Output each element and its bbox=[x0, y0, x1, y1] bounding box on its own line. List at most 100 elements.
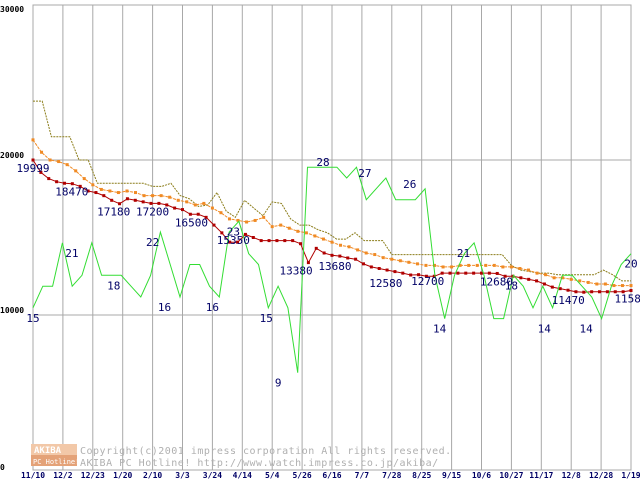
series-point-min bbox=[102, 194, 106, 198]
series-point-min bbox=[613, 290, 617, 294]
series-point-min bbox=[558, 287, 562, 291]
chart-grid bbox=[32, 4, 632, 471]
series-point-min bbox=[118, 202, 122, 206]
shop-count-label: 23 bbox=[227, 225, 240, 238]
shop-count-label: 28 bbox=[316, 156, 329, 169]
series-point-min bbox=[487, 271, 491, 275]
series-point-avg bbox=[262, 215, 266, 219]
series-point-avg bbox=[219, 211, 223, 215]
series-point-min bbox=[94, 191, 98, 195]
series-point-avg bbox=[433, 263, 437, 267]
series-point-avg bbox=[245, 220, 249, 224]
series-point-avg bbox=[390, 257, 394, 261]
series-point-min bbox=[480, 271, 483, 275]
series-point-avg bbox=[356, 248, 360, 252]
x-tick-label: 10/27 bbox=[499, 471, 523, 480]
copyright-watermark: AKIBA PC Hotline! Copyright(c)2001 impre… bbox=[31, 444, 452, 469]
y-axis: 0 10000 20000 30000 bbox=[0, 5, 24, 472]
series-point-min bbox=[354, 257, 358, 261]
min-price-label: 16500 bbox=[175, 216, 208, 229]
series-point-avg bbox=[373, 253, 377, 257]
series-point-avg bbox=[415, 262, 419, 266]
series-point-avg bbox=[134, 191, 138, 195]
series-point-min bbox=[503, 274, 507, 278]
series-point-avg bbox=[82, 177, 86, 181]
series-point-avg bbox=[552, 276, 556, 280]
series-point-min bbox=[432, 274, 436, 278]
series-point-min bbox=[527, 277, 531, 281]
series-point-min bbox=[393, 270, 397, 274]
copyright-line: Copyright(c)2001 impress corporation All… bbox=[80, 446, 452, 457]
x-axis: 11/10 12/2 12/23 1/20 2/10 3/3 3/24 4/14 5/4 5/26… bbox=[21, 471, 640, 480]
series-point-avg bbox=[313, 234, 317, 238]
series-point-avg bbox=[612, 284, 616, 288]
series-point-min bbox=[47, 177, 51, 181]
series-point-min bbox=[322, 251, 326, 255]
series-point-avg bbox=[125, 189, 129, 193]
series-point-avg bbox=[492, 263, 496, 267]
series-point-min bbox=[165, 203, 169, 207]
series-point-min bbox=[464, 271, 468, 275]
x-tick-label: 12/8 bbox=[562, 471, 581, 480]
shop-count-label: 20 bbox=[624, 258, 637, 271]
series-point-min bbox=[149, 201, 153, 205]
series-point-avg bbox=[74, 169, 78, 173]
series-point-avg bbox=[321, 237, 325, 241]
min-price-label: 18470 bbox=[55, 186, 88, 199]
series-point-min bbox=[495, 271, 499, 275]
series-point-min bbox=[196, 212, 200, 216]
series-point-min bbox=[212, 223, 216, 227]
series-point-min bbox=[267, 239, 271, 243]
shop-count-label: 21 bbox=[65, 247, 78, 260]
series-line-count bbox=[32, 166, 632, 373]
shop-count-label: 15 bbox=[26, 312, 39, 325]
x-tick-label: 5/26 bbox=[292, 471, 311, 480]
series-point-min bbox=[291, 239, 295, 243]
series-point-avg bbox=[339, 243, 343, 247]
series-point-avg bbox=[48, 158, 52, 162]
shop-count-label: 22 bbox=[146, 236, 159, 249]
x-tick-label: 1/20 bbox=[113, 471, 132, 480]
series-point-avg bbox=[450, 265, 454, 269]
series-point-min bbox=[31, 158, 35, 162]
series-point-avg bbox=[31, 138, 35, 142]
series-point-min bbox=[173, 206, 177, 210]
series-point-avg bbox=[518, 267, 522, 270]
series-point-min bbox=[338, 254, 342, 258]
series-layer bbox=[31, 100, 633, 373]
series-point-min bbox=[251, 236, 255, 239]
series-point-min bbox=[181, 208, 184, 212]
series-point-avg bbox=[467, 263, 471, 267]
x-tick-label: 7/28 bbox=[382, 471, 401, 480]
series-point-avg bbox=[270, 225, 274, 229]
shop-count-label: 14 bbox=[580, 323, 594, 336]
min-price-label: 13680 bbox=[318, 260, 351, 273]
series-point-min bbox=[86, 189, 90, 193]
series-point-min bbox=[141, 200, 145, 204]
series-point-min bbox=[566, 288, 570, 292]
series-point-avg bbox=[407, 260, 411, 264]
series-point-min bbox=[401, 271, 405, 275]
series-point-avg bbox=[569, 277, 573, 281]
min-price-label: 11580 bbox=[614, 293, 640, 306]
series-point-avg bbox=[535, 271, 539, 275]
series-point-min bbox=[542, 282, 546, 286]
shop-count-label: 21 bbox=[457, 247, 470, 260]
min-price-label: 15350 bbox=[217, 234, 250, 247]
x-tick-label: 2/10 bbox=[143, 471, 162, 480]
series-point-avg bbox=[202, 201, 206, 205]
series-point-avg bbox=[193, 203, 197, 207]
series-point-min bbox=[535, 279, 539, 283]
y-tick-label: 30000 bbox=[0, 5, 24, 14]
series-point-min bbox=[448, 271, 452, 275]
series-point-min bbox=[598, 290, 602, 294]
series-point-min bbox=[39, 170, 43, 174]
shop-count-label: 18 bbox=[505, 279, 518, 292]
series-point-min bbox=[110, 198, 114, 202]
site-url-line: AKIBA PC Hotline! http://www.watch.impre… bbox=[80, 458, 439, 469]
logo-bottom-text: PC Hotline! bbox=[33, 458, 79, 466]
x-tick-label: 12/2 bbox=[53, 471, 72, 480]
series-point-avg bbox=[176, 198, 180, 202]
x-tick-label: 6/16 bbox=[322, 471, 341, 480]
